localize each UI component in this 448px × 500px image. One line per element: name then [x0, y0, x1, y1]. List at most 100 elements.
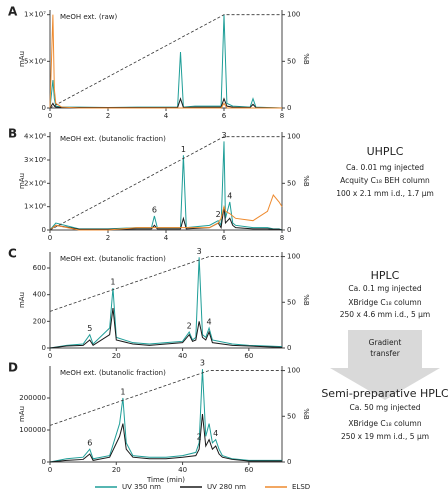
x-tick-label: 20	[112, 352, 121, 360]
x-tick-label: 2	[106, 234, 110, 242]
y2-tick-label: 50	[287, 57, 296, 65]
sample-label: MeOH ext. (butanolic fraction)	[60, 255, 166, 263]
method-line: 250 x 4.6 mm i.d., 5 µm	[340, 310, 430, 319]
x-axis-label: Time (min)	[146, 476, 185, 484]
method-line: Ca. 0.1 mg injected	[348, 284, 422, 293]
y-tick-label: 0	[42, 104, 46, 112]
method-line: Acquity C₁₈ BEH column	[340, 176, 430, 185]
trace	[49, 141, 283, 231]
method-line: XBridge C₁₈ column	[348, 298, 421, 307]
x-tick-label: 2	[106, 112, 110, 120]
gradient-line	[49, 370, 282, 426]
y2-axis-label: %B	[302, 408, 310, 420]
y-tick-label: 200	[33, 317, 46, 325]
trace	[49, 413, 282, 463]
method-title: HPLC	[371, 269, 400, 282]
x-tick-label: 0	[48, 234, 52, 242]
y-tick-label: 1×10⁷	[24, 11, 46, 19]
trace	[49, 14, 283, 109]
method-line: Ca. 0.01 mg injected	[346, 163, 424, 172]
y-tick-label: 4×10⁶	[24, 133, 46, 141]
x-tick-label: 8	[280, 234, 284, 242]
method-line: 100 x 2.1 mm i.d., 1.7 µm	[336, 189, 434, 198]
y-tick-label: 0	[42, 458, 46, 466]
peak-label: 1	[120, 388, 125, 397]
peak-label: 4	[207, 318, 212, 327]
y2-axis-label: %B	[302, 175, 310, 187]
y2-tick-label: 100	[287, 367, 300, 375]
peak-label: 2	[216, 210, 221, 219]
peak-label: 5	[87, 324, 92, 333]
y-tick-label: 100000	[19, 426, 46, 434]
sample-label: MeOH ext. (butanolic fraction)	[60, 135, 166, 143]
transfer-arrow	[330, 330, 440, 400]
x-tick-label: 60	[244, 352, 253, 360]
x-tick-label: 4	[164, 112, 169, 120]
panel-letter: B	[8, 127, 17, 141]
y2-tick-label: 50	[287, 179, 296, 187]
peak-label: 2	[197, 432, 202, 441]
y2-tick-label: 100	[287, 253, 300, 261]
method-line: Ca. 50 mg injected	[350, 403, 421, 412]
x-tick-label: 40	[178, 352, 187, 360]
peak-label: 6	[87, 439, 92, 448]
gradient-line	[49, 14, 282, 109]
y2-tick-label: 0	[287, 344, 291, 352]
transfer-text: transfer	[370, 349, 401, 358]
x-tick-label: 6	[222, 112, 227, 120]
x-tick-label: 4	[164, 234, 169, 242]
legend-label: ELSD	[292, 483, 310, 491]
trace	[49, 14, 282, 109]
y-tick-label: 3×10⁶	[24, 156, 46, 164]
y2-tick-label: 50	[287, 412, 296, 420]
y2-axis-label: %B	[302, 294, 310, 306]
y-tick-label: 2×10⁶	[24, 179, 46, 187]
x-tick-label: 40	[178, 466, 187, 474]
x-tick-label: 8	[280, 112, 284, 120]
y2-tick-label: 0	[287, 458, 291, 466]
y-axis-label: mAu	[18, 292, 26, 308]
y-tick-label: 1×10⁶	[24, 203, 46, 211]
peak-label: 1	[181, 145, 186, 154]
trace	[49, 307, 283, 349]
y2-tick-label: 100	[287, 11, 300, 19]
y-tick-label: 200000	[19, 394, 46, 402]
x-tick-label: 0	[48, 112, 52, 120]
x-tick-label: 60	[244, 466, 253, 474]
peak-label: 3	[197, 247, 202, 256]
method-line: XBridge C₁₈ column	[348, 419, 421, 428]
panel-letter: C	[8, 247, 17, 261]
y2-axis-label: %B	[302, 53, 310, 65]
y-tick-label: 0	[42, 226, 46, 234]
transfer-text: Gradient	[369, 338, 402, 347]
trace	[49, 97, 283, 109]
method-title: UHPLC	[367, 145, 404, 158]
trace	[49, 257, 283, 349]
panel-letter: D	[8, 361, 18, 375]
legend-label: UV 280 nm	[207, 483, 246, 491]
y-tick-label: 600	[33, 264, 46, 272]
peak-label: 4	[227, 192, 232, 201]
y-axis-label: mAu	[18, 406, 26, 422]
y-axis-label: mAu	[18, 51, 26, 67]
y-tick-label: 5×10⁶	[24, 57, 46, 65]
x-tick-label: 20	[112, 466, 121, 474]
y2-tick-label: 0	[287, 226, 291, 234]
y2-tick-label: 0	[287, 104, 291, 112]
y2-tick-label: 100	[287, 133, 300, 141]
x-tick-label: 0	[48, 466, 52, 474]
method-line: 250 x 19 mm i.d., 5 µm	[341, 432, 429, 441]
y-tick-label: 0	[42, 344, 46, 352]
peak-label: 3	[221, 131, 226, 140]
y2-tick-label: 50	[287, 298, 296, 306]
panel-letter: A	[8, 5, 18, 19]
gradient-line	[49, 136, 282, 231]
peak-label: 2	[187, 322, 192, 331]
trace	[49, 369, 282, 463]
x-tick-label: 6	[222, 234, 227, 242]
peak-label: 6	[152, 206, 157, 215]
peak-label: 3	[200, 359, 205, 368]
legend-label: UV 350 nm	[122, 483, 161, 491]
trace	[49, 194, 283, 231]
